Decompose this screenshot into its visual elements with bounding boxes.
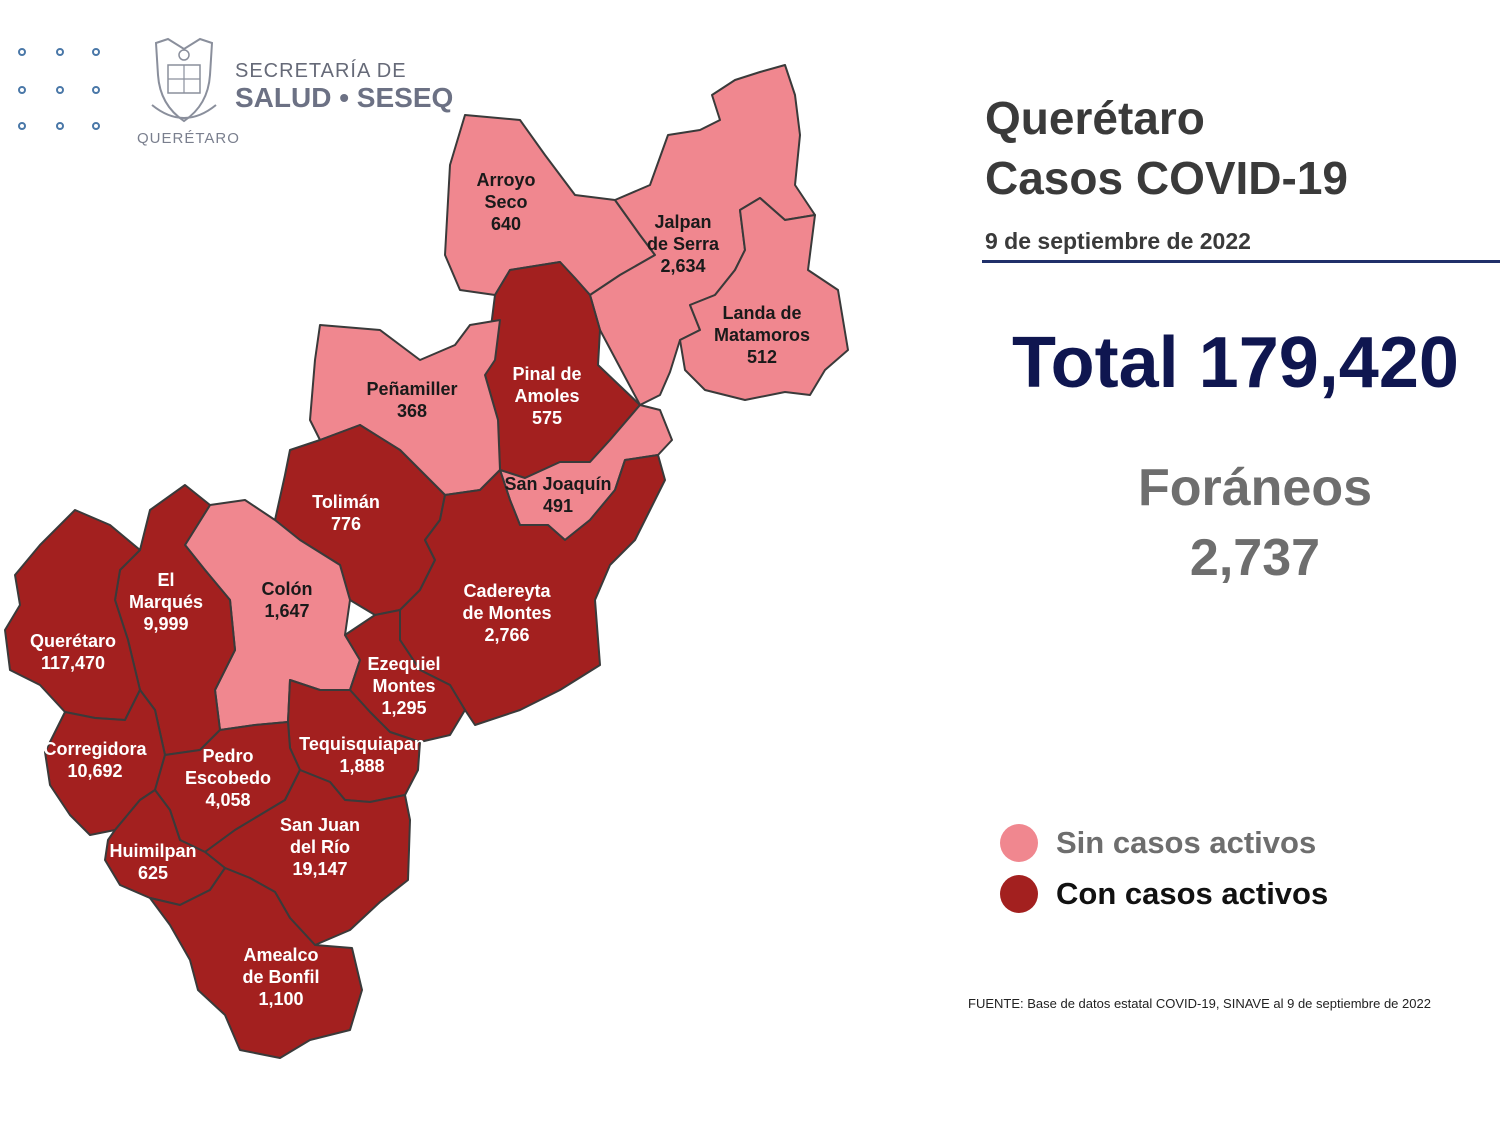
municipality-name-line: Amoles xyxy=(514,386,579,406)
municipality-name-line: del Río xyxy=(290,837,350,857)
seseq-logo: SECRETARÍA DE SALUD • SESEQ QUERÉTARO xyxy=(10,30,470,150)
municipality-cases: 2,766 xyxy=(484,625,529,645)
municipality-cases: 368 xyxy=(397,401,427,421)
municipality-cases: 4,058 xyxy=(205,790,250,810)
source-note: FUENTE: Base de datos estatal COVID-19, … xyxy=(968,996,1431,1011)
municipality-label-queretaro: Querétaro 117,470 xyxy=(30,631,116,673)
municipality-cases: 1,647 xyxy=(264,601,309,621)
municipality-name-line: de Bonfil xyxy=(243,967,320,987)
municipality-label-penamiller: Peñamiller 368 xyxy=(366,379,457,421)
municipality-name-line: Pinal de xyxy=(512,364,581,384)
logo-dot-pattern xyxy=(18,48,108,140)
title-state: Querétaro xyxy=(985,92,1205,144)
municipality-name-line: Landa de xyxy=(722,303,801,323)
title-divider xyxy=(982,260,1500,263)
municipality-name-line: Ezequiel xyxy=(367,654,440,674)
legend-swatch-inactive xyxy=(1000,824,1038,862)
municipality-cases: 2,634 xyxy=(660,256,705,276)
municipality-name-line: de Montes xyxy=(462,603,551,623)
municipality-name-line: Amealco xyxy=(243,945,318,965)
municipality-label-landa-de-matamoros: Landa de Matamoros 512 xyxy=(714,303,810,367)
municipality-cases: 10,692 xyxy=(67,761,122,781)
municipality-name-line: Montes xyxy=(373,676,436,696)
municipality-label-pinal-de-amoles: Pinal de Amoles 575 xyxy=(512,364,581,428)
foraneos-label: Foráneos xyxy=(1137,459,1373,517)
municipality-name-line: San Joaquín xyxy=(504,474,611,494)
municipality-cases: 512 xyxy=(747,347,777,367)
municipality-label-amealco-de-bonfil: Amealco de Bonfil 1,100 xyxy=(243,945,320,1009)
title-subject: Casos COVID-19 xyxy=(985,152,1349,204)
state-crest-icon xyxy=(151,37,217,123)
municipality-cases: 19,147 xyxy=(292,859,347,879)
municipality-cases: 9,999 xyxy=(143,614,188,634)
municipality-name-line: Colón xyxy=(262,579,313,599)
municipality-label-jalpan-de-serra: Jalpan de Serra 2,634 xyxy=(647,212,720,276)
municipality-label-toliman: Tolimán 776 xyxy=(312,492,380,534)
legend-label-inactive: Sin casos activos xyxy=(1056,825,1317,860)
municipality-name-line: Pedro xyxy=(202,746,253,766)
municipality-label-colon: Colón 1,647 xyxy=(262,579,313,621)
municipality-cases: 640 xyxy=(491,214,521,234)
municipality-landa-de-matamoros xyxy=(679,197,849,401)
municipality-name-line: El xyxy=(157,570,174,590)
municipality-cases: 1,295 xyxy=(381,698,426,718)
total-cases: Total 179,420 xyxy=(1012,323,1459,403)
foraneos-value: 2,737 xyxy=(1189,529,1321,587)
municipality-label-cadereyta-de-montes: Cadereyta de Montes 2,766 xyxy=(462,581,551,645)
municipality-label-ezequiel-montes: Ezequiel Montes 1,295 xyxy=(367,654,440,718)
municipality-name-line: Tequisquiapan xyxy=(299,734,425,754)
legend-swatch-active xyxy=(1000,875,1038,913)
municipality-name-line: Huimilpan xyxy=(109,841,196,861)
municipality-label-huimilpan: Huimilpan 625 xyxy=(109,841,196,883)
municipality-label-san-juan-del-rio: San Juan del Río 19,147 xyxy=(280,815,360,879)
municipality-label-san-joaquin: San Joaquín 491 xyxy=(504,474,611,516)
municipality-cases: 491 xyxy=(543,496,573,516)
org-name-line1: SECRETARÍA DE xyxy=(235,60,407,82)
municipality-name-line: Seco xyxy=(484,192,527,212)
municipality-name-line: Cadereyta xyxy=(463,581,551,601)
municipality-cases: 625 xyxy=(138,863,168,883)
municipality-name-line: Jalpan xyxy=(654,212,711,232)
page-title: Querétaro Casos COVID-19 xyxy=(985,88,1348,208)
report-date: 9 de septiembre de 2022 xyxy=(985,228,1251,254)
municipality-name-line: Escobedo xyxy=(185,768,271,788)
municipality-amealco-de-bonfil xyxy=(149,867,363,1059)
municipality-name-line: de Serra xyxy=(647,234,720,254)
municipality-name-line: Tolimán xyxy=(312,492,380,512)
municipality-label-corregidora: Corregidora 10,692 xyxy=(43,739,147,781)
municipality-cases: 1,100 xyxy=(258,989,303,1009)
municipality-name-line: San Juan xyxy=(280,815,360,835)
state-caption: QUERÉTARO xyxy=(137,130,240,147)
municipality-label-el-marques: El Marqués 9,999 xyxy=(129,570,203,634)
municipality-cadereyta-de-montes xyxy=(399,454,666,726)
municipality-name-line: Marqués xyxy=(129,592,203,612)
municipality-label-arroyo-seco: Arroyo Seco 640 xyxy=(476,170,535,234)
municipality-cases: 1,888 xyxy=(339,756,384,776)
municipality-name-line: Corregidora xyxy=(43,739,147,759)
legend-item-active: Con casos activos xyxy=(1000,874,1328,914)
municipality-name-line: Querétaro xyxy=(30,631,116,651)
municipality-label-pedro-escobedo: Pedro Escobedo 4,058 xyxy=(185,746,271,810)
municipality-label-tequisquiapan: Tequisquiapan 1,888 xyxy=(299,734,425,776)
municipality-name-line: Peñamiller xyxy=(366,379,457,399)
org-name-line2: SALUD • SESEQ xyxy=(235,82,454,113)
municipality-cases: 117,470 xyxy=(41,653,105,673)
legend-item-inactive: Sin casos activos xyxy=(1000,823,1316,863)
municipality-cases: 776 xyxy=(331,514,361,534)
municipality-name-line: Arroyo xyxy=(476,170,535,190)
municipality-cases: 575 xyxy=(532,408,562,428)
municipality-queretaro xyxy=(4,509,141,721)
legend-label-active: Con casos activos xyxy=(1056,876,1329,911)
municipality-name-line: Matamoros xyxy=(714,325,810,345)
